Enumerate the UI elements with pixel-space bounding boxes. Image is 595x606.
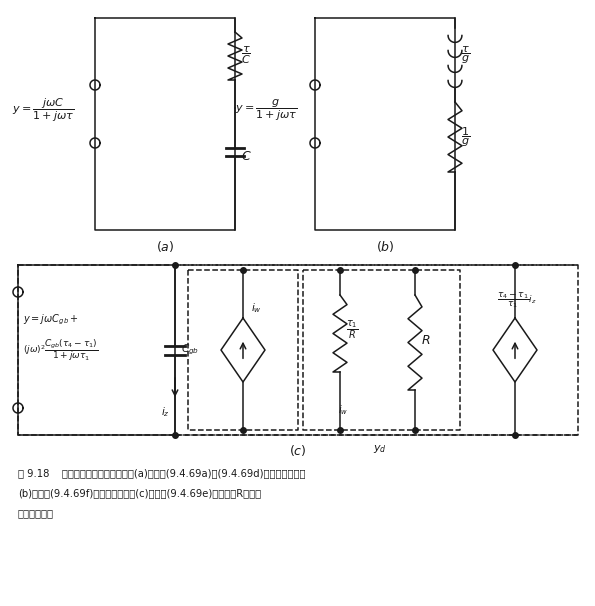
- Text: $i_w$: $i_w$: [251, 301, 262, 315]
- Text: $y = \dfrac{g}{1+j\omega\tau}$: $y = \dfrac{g}{1+j\omega\tau}$: [235, 98, 298, 123]
- Text: $(b)$: $(b)$: [375, 239, 394, 253]
- Text: $(c)$: $(c)$: [289, 444, 307, 459]
- Text: $\dfrac{\tau}{g}$: $\dfrac{\tau}{g}$: [461, 44, 470, 65]
- Text: $y = j\omega C_{gb} +$: $y = j\omega C_{gb} +$: [23, 313, 79, 327]
- Text: $C$: $C$: [241, 150, 252, 164]
- Text: 图 9.18    用来表示导纳的简单电路：(a)表示式(9.4.69a)至(9.4.69d)中导纳的电路；: 图 9.18 用来表示导纳的简单电路：(a)表示式(9.4.69a)至(9.4.…: [18, 468, 305, 478]
- Text: (b)表示式(9.4.69f)中导纳的电路；(c)表示式(9.4.69e)中导纳（R值是任: (b)表示式(9.4.69f)中导纳的电路；(c)表示式(9.4.69e)中导纳…: [18, 488, 261, 498]
- Text: $C_{gb}$: $C_{gb}$: [181, 343, 199, 357]
- Text: $\dfrac{\tau}{C}$: $\dfrac{\tau}{C}$: [241, 44, 250, 65]
- Text: $\dfrac{\tau_4-\tau_1}{\tau_1}i_z$: $\dfrac{\tau_4-\tau_1}{\tau_1}i_z$: [497, 290, 537, 310]
- Text: $i_z$: $i_z$: [161, 405, 170, 419]
- Text: $(a)$: $(a)$: [156, 239, 174, 253]
- Text: 意的）的电路: 意的）的电路: [18, 508, 54, 518]
- Text: $(j\omega)^2\dfrac{C_{gb}(\tau_4-\tau_1)}{1+j\omega\tau_1}$: $(j\omega)^2\dfrac{C_{gb}(\tau_4-\tau_1)…: [23, 337, 98, 363]
- Text: $\dfrac{1}{g}$: $\dfrac{1}{g}$: [461, 125, 470, 148]
- Text: $R$: $R$: [421, 333, 431, 347]
- Text: $y = \dfrac{j\omega C}{1+j\omega\tau}$: $y = \dfrac{j\omega C}{1+j\omega\tau}$: [12, 96, 74, 124]
- Text: $i_w$: $i_w$: [338, 403, 348, 417]
- Text: $y_d$: $y_d$: [373, 443, 387, 455]
- Text: $\dfrac{\tau_1}{R}$: $\dfrac{\tau_1}{R}$: [346, 319, 359, 341]
